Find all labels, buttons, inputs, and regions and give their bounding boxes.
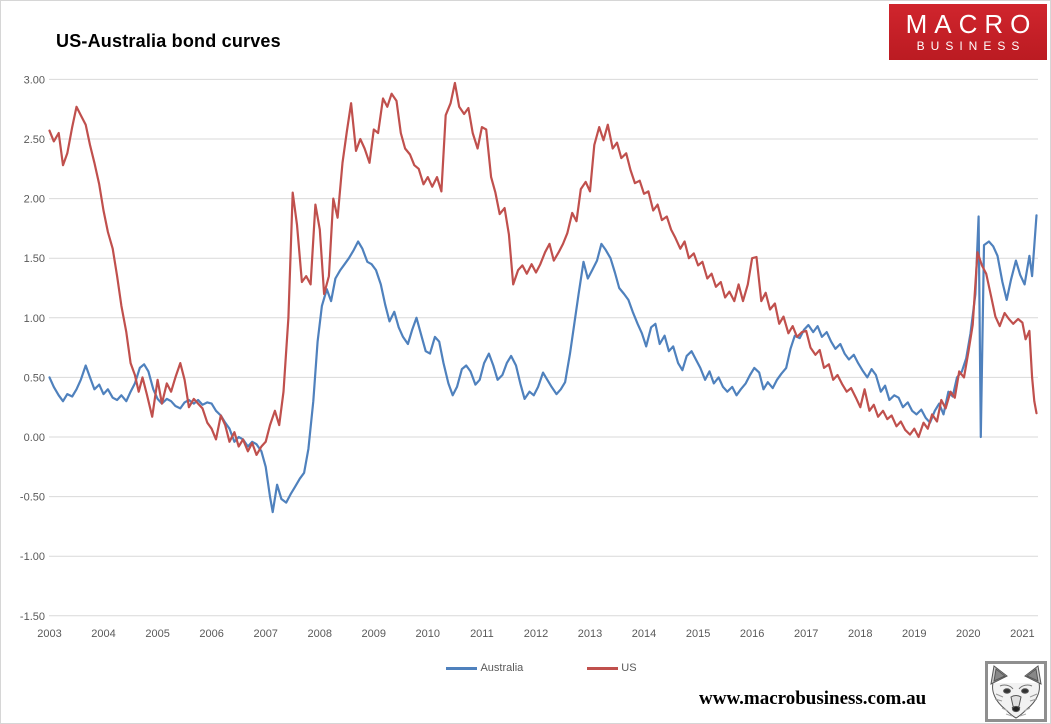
website-url: www.macrobusiness.com.au [699,688,927,709]
x-axis-tick-label: 2018 [848,628,872,640]
series-line-us [48,81,1038,456]
x-axis-tick-label: 2021 [1010,628,1034,640]
y-axis-tick-label: 0.00 [24,432,45,444]
legend-item-us: US [587,662,637,674]
y-axis-tick-label: -1.00 [20,551,45,563]
x-axis-tick-label: 2020 [956,628,980,640]
legend-item-australia: Australia [446,662,523,674]
x-axis-tick-label: 2009 [362,628,386,640]
y-axis-tick-label: 1.50 [24,253,45,265]
series-line-australia [48,214,1038,514]
fox-face-icon [990,665,1042,719]
x-axis-tick-label: 2011 [470,628,494,640]
chart-legend: Australia US [1,660,1050,676]
y-axis-tick-label: -0.50 [20,492,45,504]
x-axis-tick-label: 2006 [199,628,223,640]
y-axis-tick-label: 2.50 [24,134,45,146]
x-axis-tick-label: 2005 [145,628,169,640]
us-line-swatch [587,666,619,670]
x-axis-tick-label: 2017 [794,628,818,640]
x-axis-tick-label: 2003 [37,628,61,640]
y-axis-tick-label: 0.50 [24,372,45,384]
australia-line-swatch [446,666,478,670]
x-axis-tick-label: 2014 [632,628,656,640]
x-axis-tick-label: 2013 [578,628,602,640]
legend-label-australia: Australia [480,662,524,674]
y-axis-tick-label: -1.50 [20,611,45,623]
y-axis-tick-label: 1.00 [24,313,45,325]
y-axis-tick-label: 2.00 [24,194,45,206]
chart-title: US-Australia bond curves [56,31,281,51]
x-axis-tick-label: 2012 [524,628,548,640]
x-axis-tick-label: 2019 [902,628,926,640]
legend-label-us: US [621,662,637,674]
x-axis-tick-label: 2004 [91,628,115,640]
x-axis-tick-label: 2007 [253,628,277,640]
fox-logo-image [985,661,1047,722]
x-axis-tick-label: 2016 [740,628,764,640]
logo-text-macro: MACRO [905,9,1038,39]
x-axis-tick-label: 2015 [686,628,710,640]
y-axis-tick-label: 3.00 [24,74,45,86]
macrobusiness-logo: MACRO BUSINESS [889,4,1047,60]
x-axis-tick-label: 2010 [416,628,440,640]
logo-text-business: BUSINESS [916,39,1026,53]
x-axis-tick-label: 2008 [308,628,332,640]
